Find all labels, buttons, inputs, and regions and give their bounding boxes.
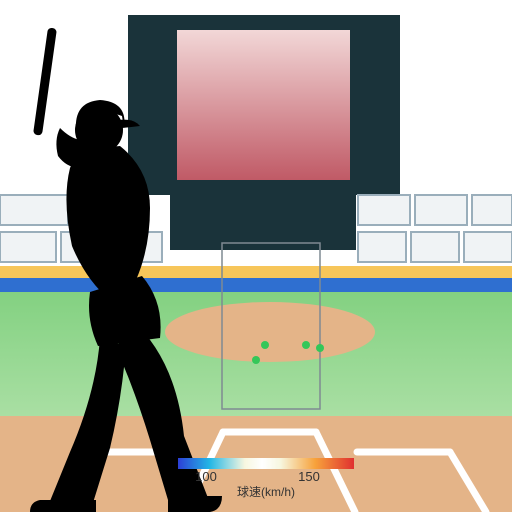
pitch-marker	[316, 344, 324, 352]
pitch-marker	[261, 341, 269, 349]
speed-legend-bar	[178, 458, 354, 469]
pitch-marker	[252, 356, 260, 364]
pitchers-mound	[165, 302, 375, 362]
stand-block	[0, 195, 68, 225]
outfield-fence	[0, 278, 512, 292]
scene-svg: 100 150球速(km/h)	[0, 0, 512, 512]
stand-block	[472, 195, 512, 225]
stand-block	[358, 195, 410, 225]
stand-block	[0, 232, 56, 262]
legend-axis-title: 球速(km/h)	[237, 485, 295, 499]
outfield-wall	[0, 266, 512, 278]
stand-block	[415, 195, 467, 225]
pitch-marker	[302, 341, 310, 349]
stand-block	[464, 232, 512, 262]
scoreboard-pillar	[170, 195, 356, 250]
legend-tick-label: 100	[195, 469, 217, 484]
scoreboard-screen	[177, 30, 350, 180]
stand-block	[358, 232, 406, 262]
legend-tick-label: 150	[298, 469, 320, 484]
stand-block	[411, 232, 459, 262]
pitch-location-diagram: 100 150球速(km/h)	[0, 0, 512, 512]
